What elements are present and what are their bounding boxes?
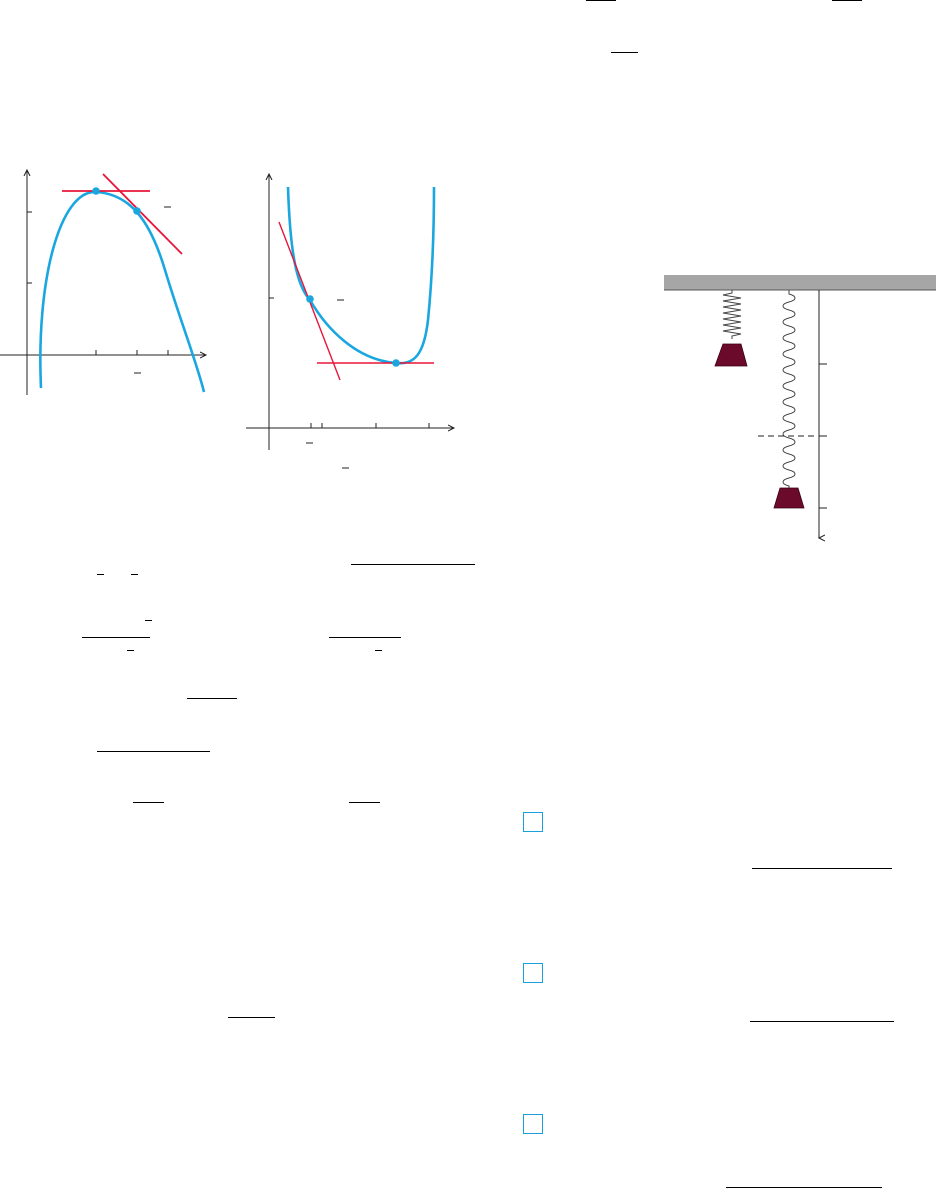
- tangency-point: [306, 295, 314, 303]
- spring-figure: [664, 275, 936, 544]
- fraction-bar-top-2: [832, 0, 862, 1]
- fraction-bar-top-3: [611, 52, 638, 53]
- weight: [773, 487, 805, 509]
- fraction-bar-small: [131, 574, 138, 575]
- fraction-bar-small: [145, 620, 152, 621]
- fraction-bar: [228, 1017, 275, 1018]
- radical-bar: [726, 1187, 882, 1188]
- weight: [714, 343, 748, 367]
- u-curve: [286, 186, 436, 365]
- radical-bar: [752, 868, 892, 869]
- radical-bar: [351, 564, 475, 565]
- checkbox-icon[interactable]: [523, 1114, 543, 1134]
- radical-bar: [750, 1021, 894, 1022]
- maximum-point: [92, 187, 100, 195]
- fraction-bar-small: [375, 650, 382, 651]
- checkbox-icon[interactable]: [523, 812, 543, 832]
- checkbox-icon[interactable]: [523, 963, 543, 983]
- parabola-curve: [39, 190, 206, 393]
- compressed-spring: [722, 290, 742, 339]
- minimum-point: [392, 359, 400, 367]
- fraction-bar: [187, 698, 237, 699]
- fraction-bar: [97, 751, 210, 752]
- stretched-spring: [782, 290, 796, 490]
- fraction-bar-top-1: [586, 0, 616, 1]
- fraction-bar-small: [97, 574, 104, 575]
- ceiling: [664, 275, 936, 290]
- fraction-bar: [349, 802, 380, 803]
- fraction-bar: [133, 802, 164, 803]
- fraction-bar: [82, 637, 150, 638]
- middle-graph: [246, 170, 464, 469]
- fraction-bar: [329, 637, 401, 638]
- fraction-bar-small: [127, 650, 134, 651]
- tangency-point: [133, 207, 141, 215]
- left-graph: [0, 160, 220, 395]
- sloped-tangent: [102, 173, 183, 255]
